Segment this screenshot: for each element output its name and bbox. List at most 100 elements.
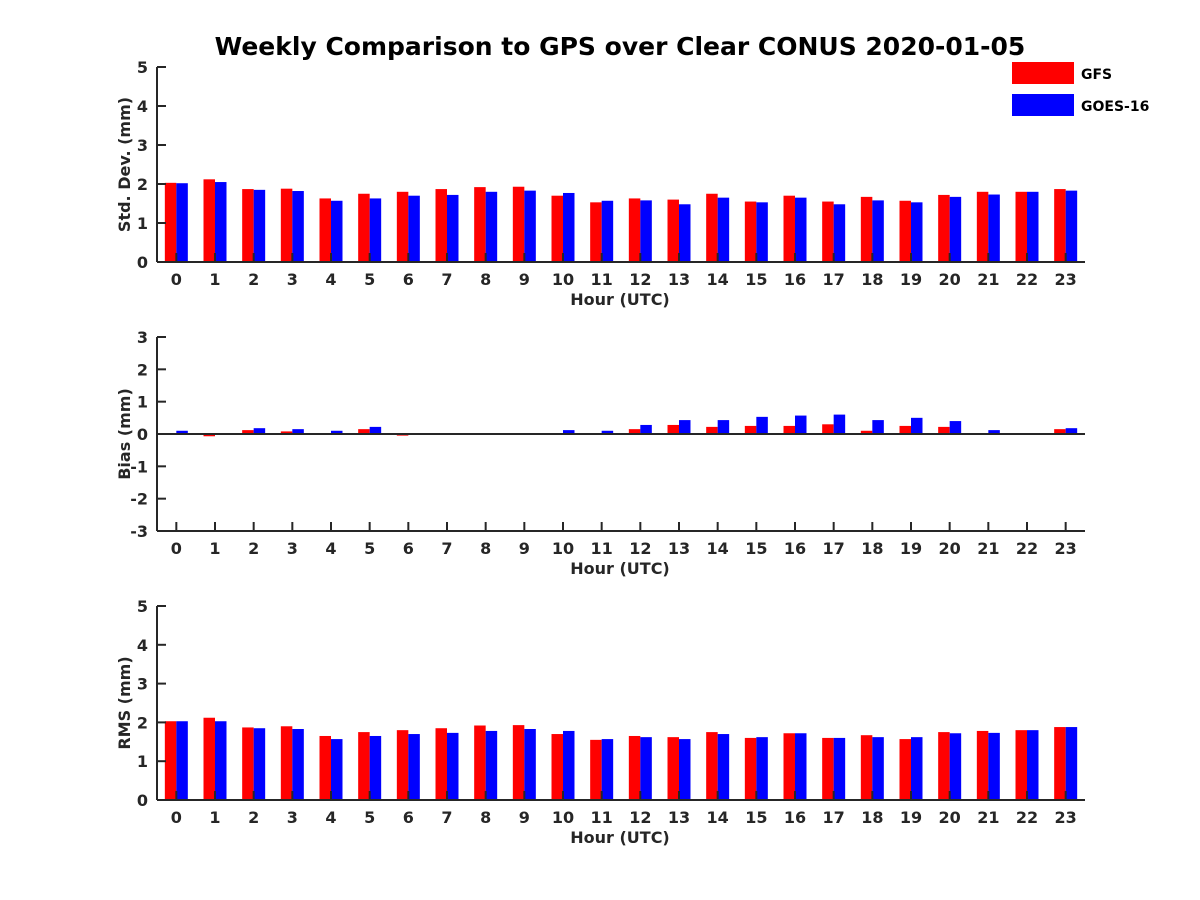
x-tick-label-bias-0: 0 [171, 539, 182, 558]
bar-bias-goes16-hour-23 [1065, 428, 1078, 434]
bar-rms-gfs-hour-23 [1054, 727, 1066, 800]
bar-rms-gfs-hour-20 [938, 732, 950, 800]
x-tick-label-bias-7: 7 [441, 539, 452, 558]
bar-rms-goes16-hour-2 [253, 728, 266, 800]
bar-stddev-goes16-hour-17 [833, 204, 846, 262]
x-tick-label-rms-6: 6 [403, 808, 414, 827]
x-tick-label-bias-10: 10 [552, 539, 574, 558]
legend-label-gfs: GFS [1081, 67, 1112, 83]
bar-rms-goes16-hour-14 [717, 734, 730, 800]
bar-stddev-gfs-hour-20 [938, 194, 950, 262]
bar-bias-goes16-hour-0 [176, 430, 188, 434]
x-tick-label-bias-12: 12 [629, 539, 651, 558]
bar-stddev-goes16-hour-4 [331, 200, 343, 262]
x-tick-label-stddev-5: 5 [364, 270, 375, 289]
bar-rms-goes16-hour-18 [872, 737, 884, 800]
bar-stddev-goes16-hour-20 [949, 196, 962, 262]
bar-stddev-goes16-hour-5 [369, 198, 382, 262]
x-tick-label-rms-14: 14 [707, 808, 729, 827]
bar-rms-gfs-hour-16 [783, 733, 795, 800]
x-tick-label-bias-19: 19 [900, 539, 922, 558]
bar-stddev-goes16-hour-16 [795, 197, 807, 262]
x-tick-label-stddev-1: 1 [209, 270, 220, 289]
bar-bias-goes16-hour-15 [756, 416, 768, 434]
y-tick-label-rms-0: 0 [137, 791, 148, 810]
bar-bias-goes16-hour-3 [292, 429, 304, 434]
bar-stddev-gfs-hour-0 [164, 182, 177, 262]
bar-bias-goes16-hour-10 [563, 430, 575, 434]
x-tick-label-stddev-14: 14 [707, 270, 729, 289]
x-tick-label-rms-20: 20 [939, 808, 961, 827]
bar-stddev-gfs-hour-11 [590, 202, 602, 262]
bar-rms-gfs-hour-7 [435, 728, 447, 800]
bar-rms-gfs-hour-2 [242, 727, 254, 800]
x-tick-label-stddev-22: 22 [1016, 270, 1038, 289]
bar-rms-gfs-hour-21 [976, 730, 989, 800]
bar-rms-gfs-hour-18 [860, 735, 873, 800]
x-tick-label-rms-11: 11 [591, 808, 613, 827]
bar-stddev-goes16-hour-7 [447, 194, 459, 262]
bar-stddev-gfs-hour-10 [551, 195, 563, 262]
bar-stddev-gfs-hour-18 [860, 196, 873, 262]
bar-stddev-gfs-hour-8 [474, 187, 486, 262]
bar-bias-goes16-hour-12 [640, 424, 652, 434]
y-tick-label-rms-1: 1 [137, 752, 148, 771]
bar-rms-goes16-hour-8 [485, 730, 498, 800]
bar-bias-gfs-hour-2 [242, 430, 254, 434]
x-tick-label-rms-22: 22 [1016, 808, 1038, 827]
bar-stddev-gfs-hour-21 [976, 191, 989, 262]
bar-stddev-gfs-hour-19 [899, 200, 911, 262]
x-tick-label-stddev-7: 7 [441, 270, 452, 289]
bar-rms-goes16-hour-15 [756, 737, 768, 800]
bar-bias-gfs-hour-23 [1054, 429, 1066, 434]
x-tick-label-stddev-17: 17 [823, 270, 845, 289]
x-tick-label-rms-1: 1 [209, 808, 220, 827]
y-tick-label-rms-2: 2 [137, 713, 148, 732]
x-tick-label-bias-15: 15 [745, 539, 767, 558]
x-tick-label-stddev-16: 16 [784, 270, 806, 289]
x-tick-label-stddev-9: 9 [519, 270, 530, 289]
bar-rms-goes16-hour-5 [369, 735, 382, 800]
x-tick-label-bias-16: 16 [784, 539, 806, 558]
bar-stddev-goes16-hour-19 [911, 202, 923, 262]
bar-stddev-goes16-hour-8 [485, 191, 498, 262]
bar-rms-gfs-hour-6 [396, 730, 409, 800]
bar-rms-gfs-hour-9 [512, 725, 525, 800]
x-tick-label-rms-5: 5 [364, 808, 375, 827]
x-tick-label-stddev-4: 4 [325, 270, 336, 289]
bar-bias-gfs-hour-19 [899, 425, 911, 434]
x-tick-label-stddev-10: 10 [552, 270, 574, 289]
bar-stddev-goes16-hour-15 [756, 202, 768, 262]
bar-stddev-gfs-hour-14 [706, 193, 718, 262]
bar-bias-goes16-hour-13 [679, 420, 691, 434]
bar-stddev-goes16-hour-10 [563, 192, 575, 262]
y-axis-label-stddev: Std. Dev. (mm) [115, 97, 134, 232]
bar-rms-gfs-hour-14 [706, 732, 718, 800]
x-tick-label-bias-9: 9 [519, 539, 530, 558]
x-tick-label-stddev-21: 21 [977, 270, 999, 289]
bar-bias-goes16-hour-2 [253, 428, 266, 434]
bar-stddev-goes16-hour-3 [292, 191, 304, 262]
bar-stddev-gfs-hour-23 [1054, 189, 1066, 262]
y-tick-label-bias--3: -3 [130, 522, 148, 541]
bar-stddev-gfs-hour-9 [512, 186, 525, 262]
bar-bias-goes16-hour-17 [833, 414, 846, 434]
x-tick-label-bias-8: 8 [480, 539, 491, 558]
bar-stddev-goes16-hour-23 [1065, 190, 1078, 262]
bar-rms-goes16-hour-12 [640, 737, 652, 800]
x-tick-label-stddev-12: 12 [629, 270, 651, 289]
x-tick-label-stddev-23: 23 [1055, 270, 1077, 289]
bar-stddev-goes16-hour-14 [717, 197, 730, 262]
y-tick-label-bias-0: 0 [137, 425, 148, 444]
x-tick-label-bias-21: 21 [977, 539, 999, 558]
legend-swatch-gfs [1012, 62, 1074, 84]
bar-bias-gfs-hour-14 [706, 426, 718, 434]
bar-rms-goes16-hour-9 [524, 729, 536, 800]
x-tick-label-bias-18: 18 [861, 539, 883, 558]
legend: GFS GOES-16 [1012, 62, 1149, 116]
bar-bias-gfs-hour-3 [280, 431, 293, 434]
bar-bias-goes16-hour-4 [331, 430, 343, 434]
bar-rms-gfs-hour-12 [628, 735, 641, 800]
